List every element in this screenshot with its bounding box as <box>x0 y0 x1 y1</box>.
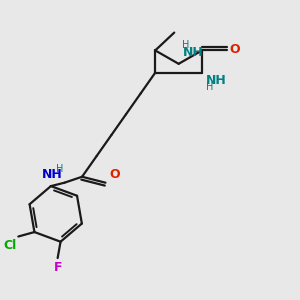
Text: F: F <box>53 261 62 274</box>
Text: H: H <box>182 40 189 50</box>
Text: O: O <box>230 43 241 56</box>
Text: NH: NH <box>206 74 226 87</box>
Text: O: O <box>109 168 120 181</box>
Text: NH: NH <box>41 168 62 181</box>
Text: Cl: Cl <box>4 239 17 252</box>
Text: H: H <box>206 82 214 92</box>
Text: H: H <box>56 164 64 174</box>
Text: NH: NH <box>183 46 204 59</box>
